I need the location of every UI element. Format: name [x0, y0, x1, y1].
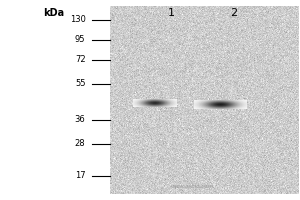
Text: 28: 28	[75, 140, 86, 148]
Text: www.asbio.com: www.asbio.com	[170, 185, 214, 190]
Text: 1: 1	[167, 8, 175, 18]
Text: 55: 55	[75, 79, 86, 88]
Text: 2: 2	[230, 8, 238, 18]
Text: kDa: kDa	[44, 8, 64, 18]
Text: 36: 36	[75, 116, 86, 124]
Text: 95: 95	[75, 36, 86, 45]
Text: 17: 17	[75, 171, 86, 180]
Text: 130: 130	[70, 16, 86, 24]
Text: 72: 72	[75, 55, 86, 64]
